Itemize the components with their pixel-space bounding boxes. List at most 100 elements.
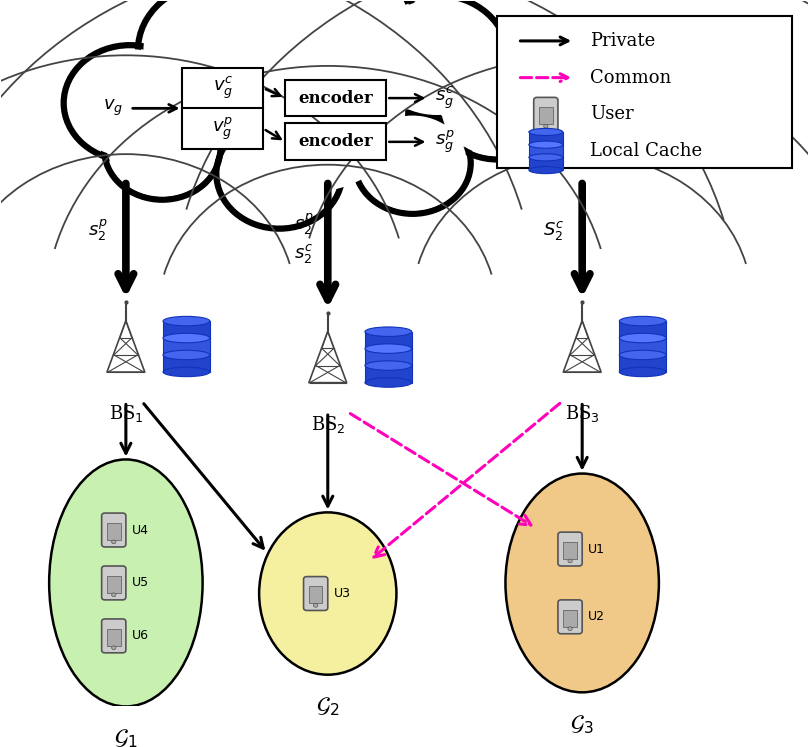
Circle shape bbox=[354, 112, 471, 214]
Text: $s_g^c$: $s_g^c$ bbox=[434, 85, 454, 111]
Text: Private: Private bbox=[591, 32, 655, 50]
Circle shape bbox=[222, 123, 337, 224]
Polygon shape bbox=[365, 332, 412, 349]
Text: $s_2^p$: $s_2^p$ bbox=[294, 212, 313, 238]
Text: Local Cache: Local Cache bbox=[591, 142, 702, 160]
FancyBboxPatch shape bbox=[558, 600, 582, 633]
Circle shape bbox=[104, 98, 220, 199]
Polygon shape bbox=[163, 321, 210, 338]
Text: $v_g^c$: $v_g^c$ bbox=[213, 75, 233, 101]
Ellipse shape bbox=[529, 141, 563, 148]
Circle shape bbox=[437, 54, 558, 160]
FancyBboxPatch shape bbox=[563, 610, 577, 627]
Ellipse shape bbox=[365, 361, 412, 371]
Circle shape bbox=[144, 0, 286, 112]
Circle shape bbox=[568, 559, 572, 562]
Polygon shape bbox=[365, 349, 412, 365]
Circle shape bbox=[544, 124, 548, 128]
Circle shape bbox=[112, 540, 116, 544]
Circle shape bbox=[214, 25, 409, 195]
Ellipse shape bbox=[163, 317, 210, 326]
FancyBboxPatch shape bbox=[102, 566, 126, 600]
Ellipse shape bbox=[365, 344, 412, 353]
Text: User: User bbox=[591, 105, 634, 123]
Text: $s_2^c$: $s_2^c$ bbox=[294, 241, 313, 264]
Ellipse shape bbox=[163, 350, 210, 360]
Polygon shape bbox=[163, 338, 210, 355]
Circle shape bbox=[64, 45, 196, 161]
FancyBboxPatch shape bbox=[107, 576, 121, 593]
FancyBboxPatch shape bbox=[539, 108, 553, 124]
Text: $S_2^c$: $S_2^c$ bbox=[543, 219, 565, 241]
Text: BS$_1$: BS$_1$ bbox=[108, 403, 143, 424]
Text: $\mathcal{G}_3$: $\mathcal{G}_3$ bbox=[570, 713, 594, 736]
FancyBboxPatch shape bbox=[107, 523, 121, 540]
Polygon shape bbox=[529, 145, 563, 158]
FancyBboxPatch shape bbox=[102, 619, 126, 653]
FancyBboxPatch shape bbox=[182, 68, 263, 149]
Ellipse shape bbox=[620, 350, 666, 360]
Circle shape bbox=[314, 604, 318, 607]
Circle shape bbox=[366, 0, 508, 120]
Ellipse shape bbox=[620, 317, 666, 326]
Ellipse shape bbox=[365, 378, 412, 387]
Circle shape bbox=[239, 0, 417, 107]
Ellipse shape bbox=[529, 128, 563, 135]
Text: $\mathcal{G}_2$: $\mathcal{G}_2$ bbox=[316, 696, 340, 719]
Ellipse shape bbox=[49, 459, 202, 707]
Circle shape bbox=[359, 117, 466, 210]
Ellipse shape bbox=[163, 368, 210, 376]
Circle shape bbox=[371, 0, 502, 114]
Circle shape bbox=[108, 102, 216, 196]
FancyBboxPatch shape bbox=[303, 577, 328, 610]
Text: U3: U3 bbox=[333, 587, 350, 600]
Polygon shape bbox=[163, 355, 210, 372]
Text: U4: U4 bbox=[132, 524, 149, 536]
Text: U1: U1 bbox=[588, 542, 605, 556]
Ellipse shape bbox=[163, 333, 210, 343]
Ellipse shape bbox=[506, 474, 659, 692]
FancyBboxPatch shape bbox=[107, 629, 121, 645]
FancyBboxPatch shape bbox=[102, 513, 126, 547]
Text: $v_g^p$: $v_g^p$ bbox=[212, 116, 233, 142]
Polygon shape bbox=[620, 338, 666, 355]
Ellipse shape bbox=[259, 512, 396, 675]
FancyBboxPatch shape bbox=[563, 542, 577, 559]
Circle shape bbox=[112, 646, 116, 650]
Polygon shape bbox=[620, 321, 666, 338]
Polygon shape bbox=[620, 355, 666, 372]
Text: BS$_2$: BS$_2$ bbox=[311, 414, 345, 435]
Circle shape bbox=[112, 593, 116, 597]
Circle shape bbox=[216, 119, 342, 229]
FancyBboxPatch shape bbox=[286, 123, 387, 160]
FancyBboxPatch shape bbox=[558, 532, 582, 566]
FancyBboxPatch shape bbox=[498, 16, 792, 168]
Circle shape bbox=[442, 58, 553, 155]
Text: U6: U6 bbox=[132, 630, 149, 642]
FancyBboxPatch shape bbox=[309, 586, 323, 604]
Polygon shape bbox=[529, 132, 563, 145]
Circle shape bbox=[138, 0, 291, 117]
Circle shape bbox=[246, 0, 409, 100]
Polygon shape bbox=[365, 365, 412, 382]
FancyBboxPatch shape bbox=[286, 80, 387, 117]
Ellipse shape bbox=[529, 154, 563, 161]
Circle shape bbox=[218, 29, 404, 191]
Text: Common: Common bbox=[591, 69, 671, 87]
Circle shape bbox=[568, 627, 572, 630]
Text: $\mathcal{G}_1$: $\mathcal{G}_1$ bbox=[114, 728, 138, 747]
Text: $s_2^p$: $s_2^p$ bbox=[88, 217, 108, 243]
Text: U5: U5 bbox=[132, 577, 149, 589]
FancyBboxPatch shape bbox=[534, 97, 558, 131]
Ellipse shape bbox=[620, 333, 666, 343]
Text: $s_g^p$: $s_g^p$ bbox=[434, 128, 455, 155]
Text: encoder: encoder bbox=[299, 90, 373, 107]
Polygon shape bbox=[529, 158, 563, 170]
Circle shape bbox=[69, 50, 191, 156]
Ellipse shape bbox=[620, 368, 666, 376]
Ellipse shape bbox=[529, 167, 563, 173]
Text: BS$_3$: BS$_3$ bbox=[565, 403, 599, 424]
Ellipse shape bbox=[365, 327, 412, 336]
Text: $v_g$: $v_g$ bbox=[104, 98, 124, 119]
Text: U2: U2 bbox=[588, 610, 605, 623]
